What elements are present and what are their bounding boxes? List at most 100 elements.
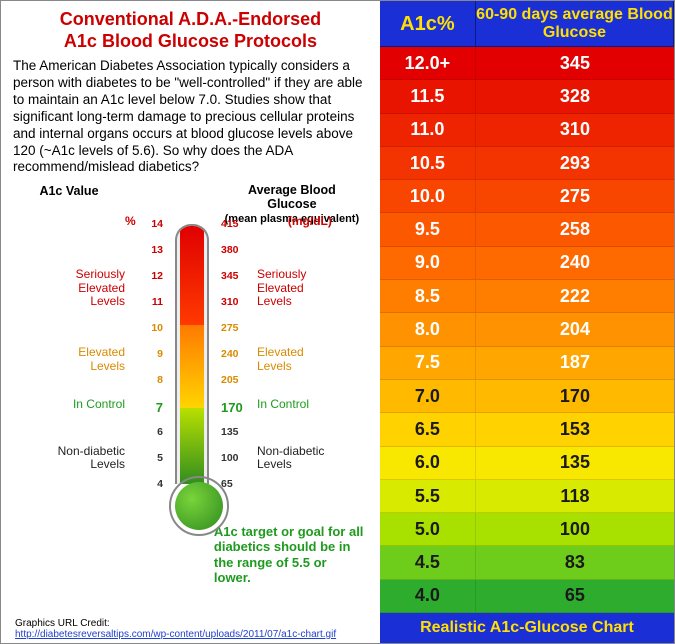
title-line-2: A1c Blood Glucose Protocols — [64, 31, 317, 51]
cell-bg: 275 — [476, 180, 674, 212]
cell-bg: 170 — [476, 380, 674, 412]
tick-bg: 205 — [221, 374, 251, 386]
cell-bg: 204 — [476, 313, 674, 345]
cell-a1c: 7.0 — [380, 380, 476, 412]
tick-bg: 310 — [221, 296, 251, 308]
table-row: 4.583 — [380, 546, 674, 579]
cell-a1c: 10.0 — [380, 180, 476, 212]
table-row: 9.5258 — [380, 213, 674, 246]
credit-label: Graphics URL Credit: — [15, 618, 110, 629]
zone-label-left: In Control — [15, 398, 125, 411]
tick-a1c: 7 — [139, 400, 163, 415]
tick-bg: 240 — [221, 348, 251, 360]
title-line-1: Conventional A.D.A.-Endorsed — [60, 9, 321, 29]
zone-label-right: Non-diabeticLevels — [257, 445, 367, 471]
tick-a1c: 14 — [139, 218, 163, 230]
mgdl-label: (mg/dL) — [288, 214, 332, 228]
tick-a1c: 9 — [139, 348, 163, 360]
table-row: 11.5328 — [380, 80, 674, 113]
tick-bg: 345 — [221, 270, 251, 282]
table-row: 11.0310 — [380, 114, 674, 147]
table-row: 10.5293 — [380, 147, 674, 180]
cell-a1c: 9.5 — [380, 213, 476, 245]
tick-a1c: 4 — [139, 478, 163, 490]
tick-bg: 65 — [221, 478, 251, 490]
zone-label-left: Non-diabeticLevels — [15, 445, 125, 471]
table-row: 5.0100 — [380, 513, 674, 546]
table-row: 5.5118 — [380, 480, 674, 513]
cell-a1c: 12.0+ — [380, 47, 476, 79]
credit-link[interactable]: http://diabetesreversaltips.com/wp-conte… — [15, 629, 336, 640]
thermo-segment — [180, 226, 204, 325]
cell-a1c: 8.0 — [380, 313, 476, 345]
tick-a1c: 8 — [139, 374, 163, 386]
cell-a1c: 9.0 — [380, 247, 476, 279]
cell-a1c: 5.0 — [380, 513, 476, 545]
table-footer: Realistic A1c-Glucose Chart — [380, 613, 674, 643]
cell-a1c: 11.0 — [380, 114, 476, 146]
table-row: 10.0275 — [380, 180, 674, 213]
header-a1c: A1c% — [380, 1, 476, 47]
tick-a1c: 5 — [139, 452, 163, 464]
header-bg: 60-90 days average Blood Glucose — [476, 1, 674, 47]
cell-bg: 118 — [476, 480, 674, 512]
cell-bg: 240 — [476, 247, 674, 279]
tick-a1c: 13 — [139, 244, 163, 256]
cell-bg: 65 — [476, 580, 674, 612]
thermometer — [169, 224, 215, 536]
cell-bg: 100 — [476, 513, 674, 545]
cell-a1c: 7.5 — [380, 347, 476, 379]
zone-label-right: ElevatedLevels — [257, 346, 367, 372]
cell-a1c: 11.5 — [380, 80, 476, 112]
zone-label-right: SeriouslyElevatedLevels — [257, 268, 367, 308]
cell-bg: 258 — [476, 213, 674, 245]
tick-bg: 415 — [221, 218, 251, 230]
percent-label: % — [125, 214, 136, 228]
thermometer-tube — [175, 224, 209, 484]
thermo-segment — [180, 325, 204, 408]
main-title: Conventional A.D.A.-Endorsed A1c Blood G… — [9, 9, 372, 52]
zone-label-left: ElevatedLevels — [15, 346, 125, 372]
table-header: A1c% 60-90 days average Blood Glucose — [380, 1, 674, 47]
table-row: 8.0204 — [380, 313, 674, 346]
cell-a1c: 4.5 — [380, 546, 476, 578]
table-row: 8.5222 — [380, 280, 674, 313]
cell-a1c: 4.0 — [380, 580, 476, 612]
right-table: A1c% 60-90 days average Blood Glucose 12… — [380, 1, 674, 643]
table-row: 4.065 — [380, 580, 674, 613]
tick-bg: 275 — [221, 322, 251, 334]
body-paragraph: The American Diabetes Association typica… — [9, 58, 372, 176]
table-row: 6.0135 — [380, 447, 674, 480]
table-row: 12.0+345 — [380, 47, 674, 80]
cell-a1c: 8.5 — [380, 280, 476, 312]
cell-bg: 293 — [476, 147, 674, 179]
cell-bg: 135 — [476, 447, 674, 479]
tick-a1c: 12 — [139, 270, 163, 282]
table-row: 9.0240 — [380, 247, 674, 280]
col-head-a1c: A1c Value — [19, 184, 119, 198]
graphics-credit: Graphics URL Credit: http://diabetesreve… — [9, 618, 372, 643]
cell-a1c: 6.0 — [380, 447, 476, 479]
tick-a1c: 10 — [139, 322, 163, 334]
cell-a1c: 6.5 — [380, 413, 476, 445]
cell-bg: 187 — [476, 347, 674, 379]
cell-a1c: 10.5 — [380, 147, 476, 179]
thermo-segment — [180, 408, 204, 484]
cell-bg: 153 — [476, 413, 674, 445]
tick-bg: 100 — [221, 452, 251, 464]
col-head-bg-main: Average Blood Glucose — [248, 183, 336, 211]
infographic-container: Conventional A.D.A.-Endorsed A1c Blood G… — [0, 0, 675, 644]
left-panel: Conventional A.D.A.-Endorsed A1c Blood G… — [1, 1, 380, 643]
zone-label-right: In Control — [257, 398, 367, 411]
tick-a1c: 6 — [139, 426, 163, 438]
cell-bg: 222 — [476, 280, 674, 312]
cell-a1c: 5.5 — [380, 480, 476, 512]
target-goal-text: A1c target or goal for all diabetics sho… — [214, 524, 364, 586]
table-row: 7.5187 — [380, 347, 674, 380]
cell-bg: 310 — [476, 114, 674, 146]
cell-bg: 83 — [476, 546, 674, 578]
cell-bg: 328 — [476, 80, 674, 112]
tick-bg: 135 — [221, 426, 251, 438]
tick-bg: 170 — [221, 400, 251, 415]
thermometer-area: A1c Value Average Blood Glucose (mean pl… — [9, 184, 372, 618]
